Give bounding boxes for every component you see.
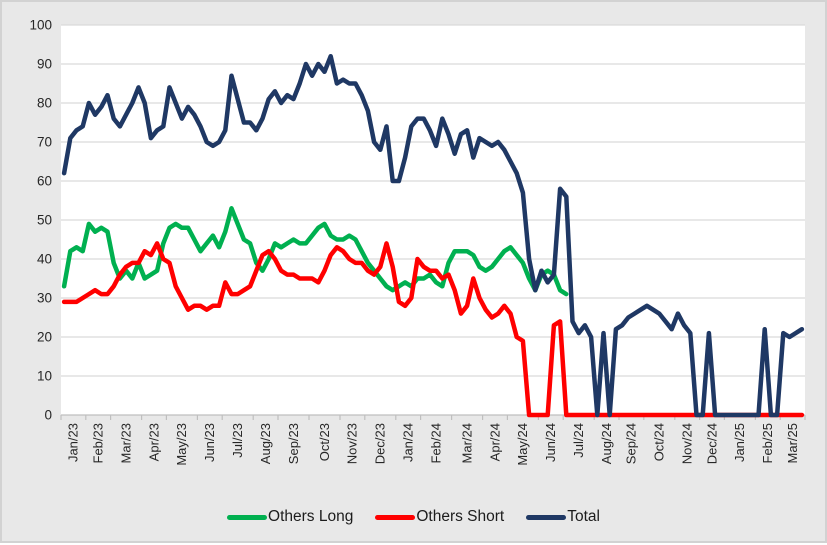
x-axis-month-label: Jun/24 — [543, 423, 558, 462]
x-axis-month-label: Oct/23 — [317, 423, 332, 461]
x-axis-month-label: Jun/23 — [202, 423, 217, 462]
y-axis-tick-label: 50 — [37, 213, 52, 228]
legend-item-others-short: Others Short — [375, 509, 504, 525]
x-axis-month-label: Nov/23 — [345, 423, 360, 464]
x-axis-month-label: Apr/23 — [146, 423, 161, 461]
others-short-label: Others Short — [416, 508, 505, 526]
x-axis-month-label: Jan/25 — [732, 423, 747, 462]
legend: Others Long Others Short Total — [2, 502, 825, 532]
x-axis-month-label: Dec/23 — [373, 423, 388, 464]
x-axis-month-label: Mar/25 — [785, 423, 800, 463]
x-axis-month-label: Dec/24 — [704, 423, 719, 464]
x-axis-month-label: Nov/24 — [679, 423, 694, 464]
y-axis-tick-label: 30 — [37, 291, 52, 306]
x-axis-month-label: Sep/23 — [286, 423, 301, 464]
others-short-swatch — [375, 514, 416, 520]
y-axis-tick-label: 70 — [37, 135, 52, 150]
y-axis-tick-label: 40 — [37, 252, 52, 267]
x-axis-month-label: Jul/23 — [230, 423, 245, 458]
x-axis-month-label: Aug/24 — [599, 423, 614, 464]
y-axis-tick-label: 60 — [37, 174, 52, 189]
legend-item-others-long: Others Long — [227, 509, 353, 525]
others-long-swatch — [227, 514, 268, 520]
others-long-label: Others Long — [268, 508, 354, 526]
x-axis-month-label: Mar/24 — [459, 423, 474, 463]
x-axis-month-label: Feb/24 — [428, 423, 443, 463]
x-axis-month-label: Jan/23 — [66, 423, 81, 462]
x-axis-month-label: Jan/24 — [400, 423, 415, 462]
y-axis-tick-label: 20 — [37, 330, 52, 345]
others-long-line — [61, 206, 569, 297]
y-axis-tick-label: 90 — [37, 57, 52, 72]
x-axis-month-label: Apr/24 — [487, 423, 502, 461]
x-axis-month-label: Mar/23 — [118, 423, 133, 463]
y-axis-tick-label: 10 — [37, 369, 52, 384]
x-axis-month-label: Aug/23 — [258, 423, 273, 464]
y-axis-tick-label: 100 — [29, 18, 52, 33]
legend-item-total: Total — [526, 509, 600, 525]
y-axis-tick-label: 0 — [44, 408, 52, 423]
total-line — [61, 53, 805, 418]
x-axis-month-label: Sep/24 — [624, 423, 639, 464]
x-axis-month-label: Jul/24 — [571, 423, 586, 458]
x-axis-month-label: Feb/25 — [760, 423, 775, 463]
total-label: Total — [567, 508, 600, 526]
y-axis-tick-label: 80 — [37, 96, 52, 111]
others-short-line — [61, 241, 805, 418]
x-axis-month-label: Feb/23 — [90, 423, 105, 463]
total-swatch — [526, 514, 567, 520]
x-axis-month-label: Oct/24 — [652, 423, 667, 461]
x-axis-month-label: May/24 — [515, 423, 530, 466]
x-axis-month-label: May/23 — [174, 423, 189, 466]
